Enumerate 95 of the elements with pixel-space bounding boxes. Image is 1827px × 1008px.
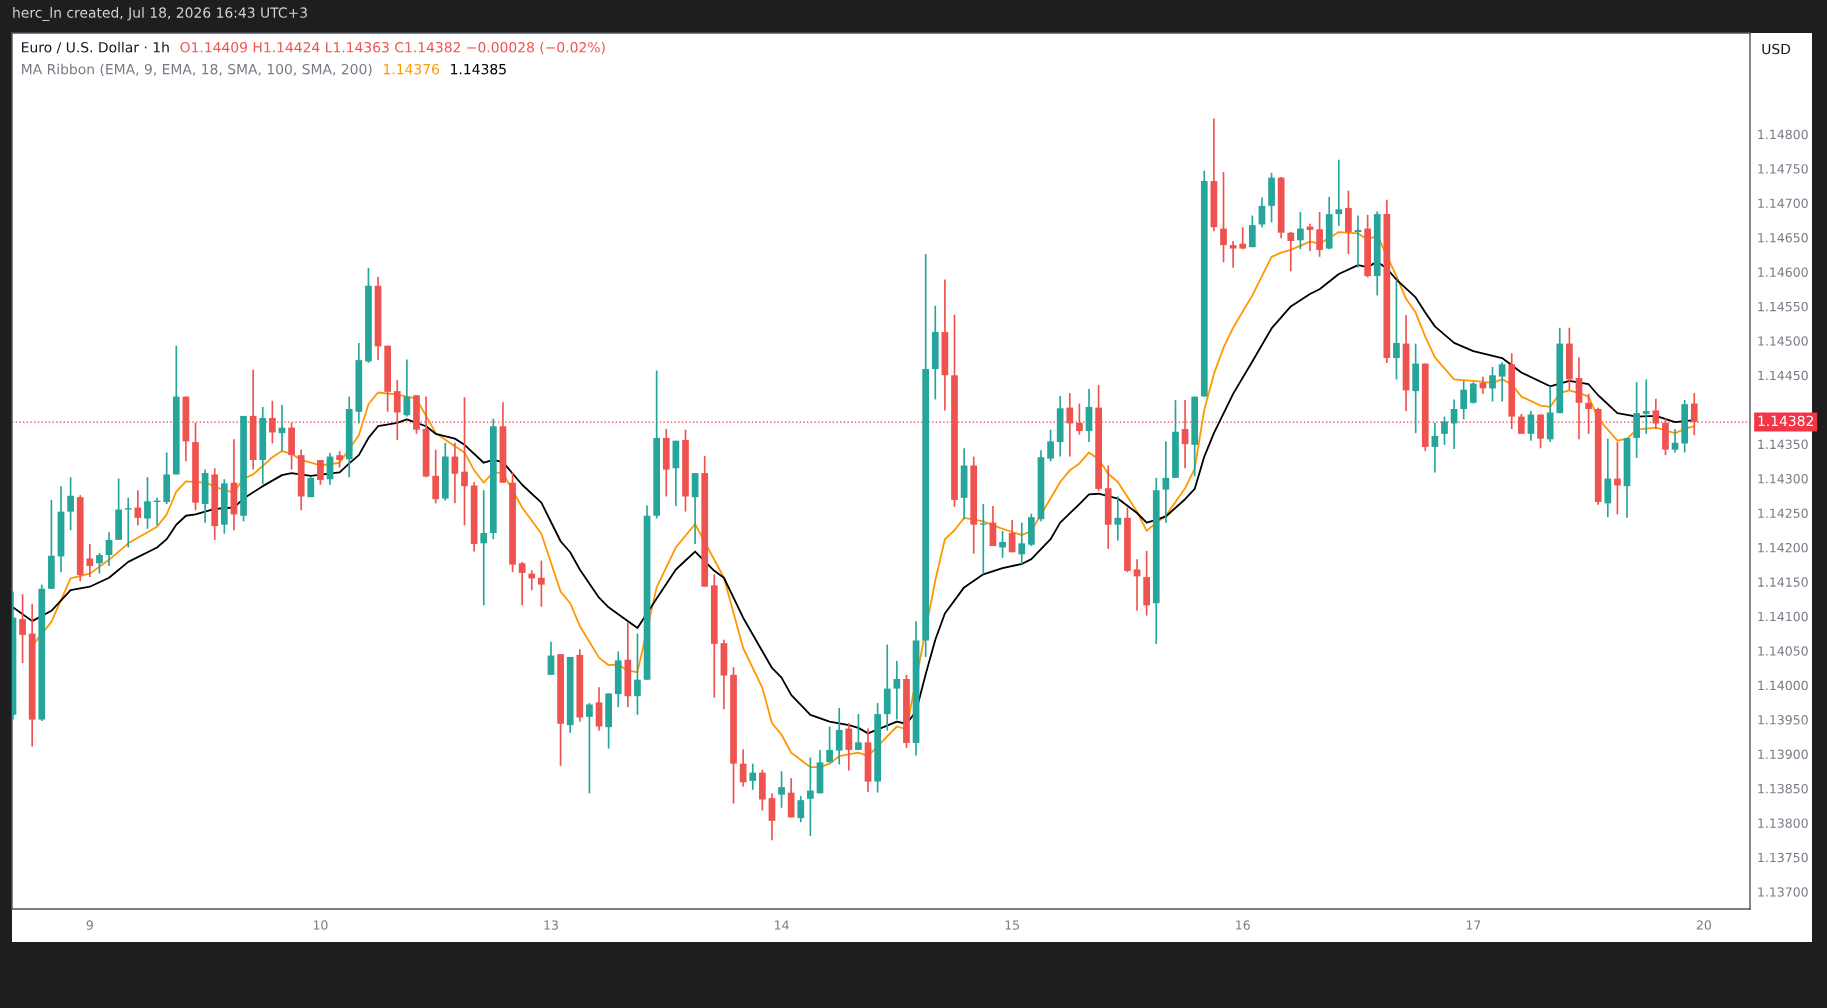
candlestick xyxy=(634,632,641,716)
candlestick xyxy=(1585,393,1592,435)
x-tick-label: 14 xyxy=(774,920,789,930)
annotation: MA Ribbon (EMA, 9, EMA, 18, SMA, 100, SMA, 200) xyxy=(22,63,372,77)
candlestick xyxy=(1614,441,1621,516)
candlestick xyxy=(1076,402,1083,436)
candlestick xyxy=(1287,231,1295,273)
candlestick xyxy=(1008,519,1016,554)
candlestick xyxy=(96,552,103,575)
candlestick xyxy=(1517,413,1525,435)
candlestick xyxy=(1690,392,1698,437)
y-tick-label: 1.14500 xyxy=(1758,336,1808,346)
candlestick xyxy=(845,722,853,772)
candlestick xyxy=(999,530,1006,559)
candlestick xyxy=(1133,558,1141,612)
y-tick-label: 1.14100 xyxy=(1758,611,1808,622)
x-tick-label: 16 xyxy=(1236,920,1250,930)
candlestick xyxy=(1018,521,1026,565)
candlestick xyxy=(1162,440,1170,524)
y-tick-label: 1.14550 xyxy=(1758,301,1808,312)
candlestick xyxy=(19,593,26,664)
y-tick-label: 1.13850 xyxy=(1758,783,1808,794)
candlestick xyxy=(67,476,74,532)
candlestick xyxy=(393,379,401,441)
candlestick xyxy=(1642,378,1650,435)
y-tick-label: 1.13900 xyxy=(1758,749,1808,759)
y-tick-label: 1.14250 xyxy=(1758,508,1808,518)
candlestick xyxy=(979,503,987,576)
candlestick xyxy=(835,707,843,766)
candlestick xyxy=(144,476,151,530)
candlestick xyxy=(461,396,468,527)
candlestick xyxy=(538,559,545,608)
candlestick xyxy=(1220,171,1227,264)
candlestick xyxy=(826,725,833,764)
y-tick-label: 1.14750 xyxy=(1758,164,1808,174)
x-tick-label: 20 xyxy=(1696,920,1712,930)
candlestick xyxy=(807,756,814,837)
text: Euro / U.S. Dollar · 1h xyxy=(22,41,169,54)
y-tick-label: 1.14150 xyxy=(1758,577,1808,587)
candlestick xyxy=(893,660,901,721)
y-tick-label: 1.13800 xyxy=(1758,818,1808,828)
candlestick xyxy=(124,497,132,549)
candlestick xyxy=(797,795,805,824)
candlestick xyxy=(480,489,488,607)
x-tick-label: 9 xyxy=(86,920,93,930)
candlestick xyxy=(1671,428,1679,454)
candlestick xyxy=(1047,428,1054,463)
y-tick-label: 1.13950 xyxy=(1758,715,1808,725)
y-tick-label: 1.14650 xyxy=(1758,233,1808,243)
candlestick xyxy=(1489,366,1496,403)
candlestick xyxy=(269,399,276,445)
candlestick xyxy=(432,448,440,505)
candlestick xyxy=(855,713,862,751)
y-tick-label: 1.14300 xyxy=(1758,474,1808,484)
candlestick xyxy=(1469,381,1477,405)
candlestick xyxy=(1393,278,1400,381)
y-tick-label: 1.14450 xyxy=(1758,370,1808,381)
candlestick xyxy=(749,762,757,791)
x-tick-label: 17 xyxy=(1466,920,1481,930)
candlestick xyxy=(778,770,785,809)
annotation: 1.14376 xyxy=(383,63,440,75)
candlestick xyxy=(1441,415,1448,446)
text: O1.14409 H1.14424 L1.14363 C1.14382 −0.00028 (−0.02%) xyxy=(180,41,605,55)
y-tick-label: 1.13750 xyxy=(1758,852,1808,863)
candlestick xyxy=(518,561,526,607)
candlestick xyxy=(1460,379,1468,421)
candlestick xyxy=(1498,361,1506,403)
x-tick-label: 10 xyxy=(313,920,328,930)
candlestick xyxy=(586,702,593,795)
candlestick xyxy=(317,459,324,486)
candlestick xyxy=(1335,158,1343,227)
ref-line-label: 1.14382 xyxy=(1758,415,1813,427)
y-tick-label: 1.14700 xyxy=(1758,198,1808,209)
candlestick xyxy=(1316,211,1323,258)
y-axis-title: USD xyxy=(1762,43,1791,55)
y-tick-label: 1.14000 xyxy=(1758,680,1808,691)
candlestick xyxy=(1652,397,1660,430)
candlestick xyxy=(768,792,776,841)
y-tick-label: 1.14050 xyxy=(1758,646,1808,656)
candlestick xyxy=(1229,240,1237,269)
x-tick-label: 13 xyxy=(544,920,558,930)
candlestick xyxy=(1114,495,1122,542)
y-tick-label: 1.14200 xyxy=(1758,542,1808,553)
candlestick xyxy=(134,489,142,527)
y-tick-label: 1.14350 xyxy=(1758,439,1808,450)
candlestick xyxy=(1297,211,1304,251)
text: herc_ln created, Jul 18, 2026 16:43 UTC+3 xyxy=(13,7,307,21)
candlestick xyxy=(1248,214,1256,249)
y-tick-label: 1.14800 xyxy=(1758,129,1808,140)
candlestick xyxy=(1066,392,1074,458)
candlestick xyxy=(86,543,94,578)
x-tick-label: 15 xyxy=(1005,920,1019,930)
y-tick-label: 1.14600 xyxy=(1758,267,1808,277)
y-tick-label: 1.13700 xyxy=(1758,887,1808,897)
annotation: 1.14385 xyxy=(451,63,506,75)
